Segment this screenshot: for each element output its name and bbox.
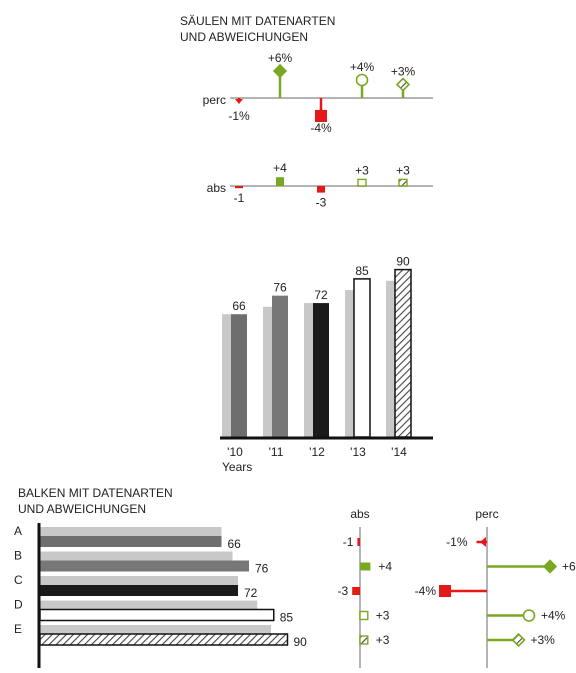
perc-pin-head: [395, 77, 411, 92]
perc-pin-head: [480, 537, 486, 547]
perc-pin-head: [235, 99, 243, 104]
bar-chart-title-line1: BALKEN MIT DATENARTEN: [18, 486, 173, 500]
previous-year-bar: [40, 625, 271, 634]
abs-deviation-bar: [357, 538, 360, 546]
y-tick-label: D: [14, 598, 23, 612]
abs-value-label: +4: [378, 560, 392, 574]
value-bar: [40, 560, 249, 572]
bar-value-label: 66: [228, 537, 242, 551]
column-value-label: 90: [396, 255, 410, 269]
abs-deviation-bar: [357, 178, 367, 187]
abs-row-label: abs: [207, 181, 226, 195]
previous-year-bar: [40, 527, 222, 536]
bar-value-label: 72: [244, 586, 258, 600]
perc-row-label: perc: [203, 93, 226, 107]
abs-deviation-bar: [398, 178, 408, 187]
perc-value-label: -1%: [446, 535, 468, 549]
abs-deviation-bar: [352, 587, 360, 595]
value-bar: [39, 633, 289, 646]
abs-value-label: +3: [376, 609, 390, 623]
perc-value-label: +3%: [531, 633, 556, 647]
column-value-label: 76: [273, 281, 287, 295]
y-tick-label: E: [14, 622, 22, 636]
value-bar: [40, 585, 238, 596]
y-tick-label: C: [14, 573, 23, 587]
abs-value-label: +3: [355, 163, 369, 177]
bar-chart-title-line2: UND ABWEICHUNGEN: [18, 502, 146, 516]
abs-value-label: +3: [376, 633, 390, 647]
abs-deviation-bar: [235, 186, 243, 189]
x-axis-title: Years: [222, 460, 252, 474]
value-column: [353, 278, 371, 438]
perc-pin-head: [542, 559, 558, 574]
value-column: [231, 314, 247, 437]
y-tick-label: A: [14, 524, 22, 538]
y-tick-label: B: [14, 549, 22, 563]
perc-value-label: -4%: [415, 584, 437, 598]
abs-column-label: abs: [350, 507, 369, 521]
perc-value-label: -1%: [228, 109, 250, 123]
abs-deviation-bar: [360, 562, 371, 571]
bar-value-label: 85: [280, 611, 294, 625]
abs-value-label: -3: [338, 584, 349, 598]
x-tick-label: '11: [269, 445, 284, 459]
column-value-label: 85: [355, 264, 369, 278]
x-tick-label: '10: [227, 445, 243, 459]
x-tick-label: '14: [391, 445, 407, 459]
perc-pin-head: [315, 110, 327, 122]
perc-pin-head: [272, 63, 288, 79]
value-column: [394, 268, 412, 438]
abs-value-label: -1: [343, 535, 354, 549]
value-column: [272, 295, 288, 437]
perc-pin-head: [511, 632, 526, 648]
perc-value-label: +4%: [350, 60, 375, 74]
previous-year-bar: [40, 600, 258, 610]
perc-pin-head: [522, 609, 536, 622]
bar-chart: A 66 B 76 C 72 D 85 E 90 -1 +4 -3 +3 +3 -1% +6% -4% +4% +3%: [14, 523, 576, 668]
x-tick-label: '13: [350, 445, 366, 459]
value-column: [313, 303, 329, 437]
perc-value-label: +3%: [391, 65, 416, 79]
abs-deviation-bar: [359, 635, 369, 645]
perc-value-label: +4%: [541, 609, 566, 623]
abs-value-label: +4: [273, 161, 287, 175]
abs-value-label: +3: [396, 163, 410, 177]
perc-pin-head: [439, 585, 451, 597]
abs-deviation-bar: [359, 610, 369, 621]
perc-pin-head: [355, 73, 369, 87]
column-value-label: 72: [314, 288, 328, 302]
abs-deviation-bar: [276, 177, 284, 186]
column-chart-title-line1: SÄULEN MIT DATENARTEN: [180, 14, 335, 28]
bar-value-label: 76: [255, 562, 269, 576]
value-bar: [40, 536, 222, 547]
value-bar: [39, 608, 275, 622]
column-chart-title-line2: UND ABWEICHUNGEN: [180, 30, 308, 44]
bar-value-label: 90: [294, 635, 308, 649]
perc-value-label: +6%: [562, 560, 576, 574]
perc-column-label: perc: [475, 507, 498, 521]
abs-value-label: -3: [316, 196, 327, 210]
abs-value-label: -1: [234, 191, 245, 205]
column-chart: 66 '10 76 '11 72 '12 85 '13 90 '14 -1% +6% -4% +4% +3%…: [220, 51, 433, 459]
previous-year-bar: [40, 576, 238, 585]
perc-value-label: -4%: [310, 121, 332, 135]
x-tick-label: '12: [309, 445, 325, 459]
perc-value-label: +6%: [268, 51, 293, 65]
previous-year-bar: [40, 551, 233, 561]
abs-deviation-bar: [317, 186, 325, 193]
column-value-label: 66: [232, 299, 246, 313]
